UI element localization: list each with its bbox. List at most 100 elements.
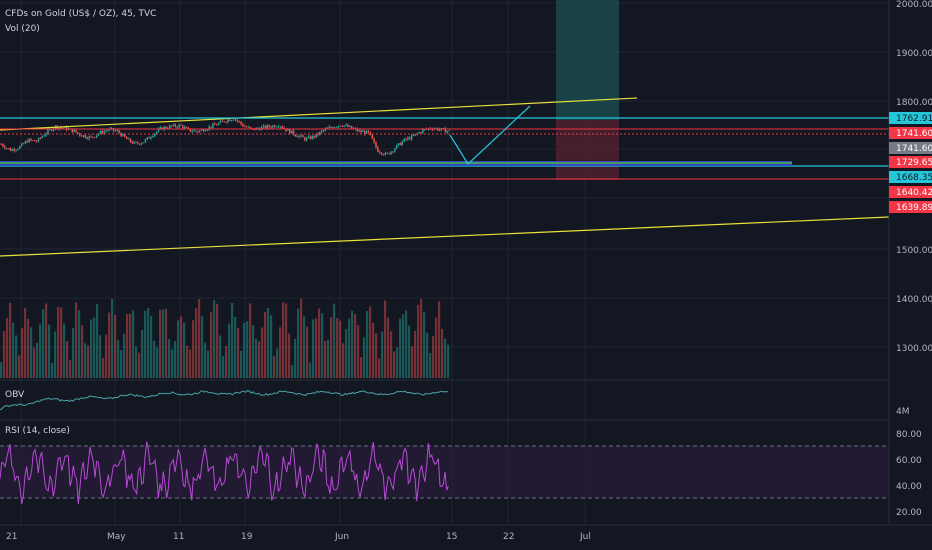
volume-bar (183, 322, 186, 378)
time-tick: Jul (579, 532, 591, 542)
candle-body (236, 119, 239, 121)
candle-body (45, 133, 47, 136)
time-tick: 21 (6, 532, 17, 542)
volume-bars (0, 298, 450, 378)
volume-bar (441, 328, 444, 378)
volume-bar (393, 351, 396, 378)
candle-body (375, 142, 377, 148)
volume-bar (84, 343, 87, 378)
volume-bar (282, 302, 285, 378)
candle-body (22, 143, 25, 145)
candle-body (202, 129, 205, 132)
volume-bar (165, 308, 168, 378)
candle-body (189, 128, 192, 132)
obv-axis-tick: 4M (896, 407, 910, 417)
candle-body (257, 127, 259, 129)
symbol-title[interactable]: CFDs on Gold (US$ / OZ), 45, TVC (5, 9, 156, 19)
volume-bar (243, 322, 246, 378)
candle-body (94, 137, 96, 138)
price-tags: 1762.91 1741.60 1741.60 1729.65 1668.35 … (889, 112, 932, 213)
price-tick: 1800.00 (896, 98, 932, 108)
candle-body (289, 128, 291, 134)
candle-body (422, 129, 424, 133)
volume-bar (135, 346, 138, 378)
volume-bar (69, 359, 72, 378)
candle-body (328, 126, 330, 129)
candle-body (79, 133, 81, 136)
volume-bar (72, 328, 75, 378)
volume-bar (276, 348, 279, 378)
price-tag-bg (889, 112, 932, 124)
volume-bar (60, 307, 63, 378)
candle-body (204, 130, 207, 132)
rsi-axis-tick: 20.00 (896, 508, 922, 518)
rsi-axis-tick: 60.00 (896, 456, 922, 466)
volume-bar (255, 338, 258, 378)
candle-body (39, 137, 42, 139)
chart-drawings[interactable] (0, 97, 890, 257)
volume-bar (195, 308, 198, 378)
candle-body (227, 119, 229, 123)
candle-body (358, 130, 360, 132)
volume-bar (147, 308, 150, 378)
candle-body (360, 130, 362, 133)
candle-body (332, 127, 334, 129)
volume-bar (390, 331, 393, 378)
volume-bar (33, 347, 36, 378)
candle-body (172, 124, 175, 127)
volume-bar (408, 325, 411, 378)
volume-label[interactable]: Vol (20) (5, 24, 40, 34)
price-tag: 1668.35 (896, 173, 932, 183)
candle-body (365, 130, 368, 134)
candle-body (169, 125, 171, 129)
volume-bar (363, 337, 366, 378)
volume-bar (129, 313, 132, 378)
candle-body (300, 135, 302, 137)
stop-zone[interactable] (556, 120, 619, 180)
price-tag: 1741.60 (896, 144, 932, 154)
candle-body (230, 120, 233, 122)
volume-bar (123, 333, 126, 378)
candle-body (298, 136, 300, 138)
obv-pane[interactable]: OBV (0, 379, 889, 411)
candle-body (148, 137, 150, 139)
candle-body (287, 128, 289, 131)
candle-body (442, 128, 445, 129)
candle-body (337, 125, 340, 127)
volume-bar (156, 347, 159, 378)
volume-bar (231, 302, 234, 378)
candle-body (335, 126, 338, 128)
candle-body (217, 122, 220, 126)
candle-body (135, 141, 137, 143)
price-tag: 1729.65 (896, 158, 932, 168)
volume-bar (51, 363, 54, 378)
volume-bar (360, 357, 363, 378)
candle-body (97, 133, 100, 136)
candle-body (238, 120, 240, 122)
volume-bar (270, 315, 273, 378)
candle-body (122, 134, 124, 137)
candle-body (131, 141, 134, 144)
price-axis[interactable]: 2000.00 1900.00 1800.00 1500.00 1400.00 … (0, 0, 932, 526)
candle-body (418, 132, 420, 134)
volume-bar (21, 328, 24, 378)
candle-body (322, 130, 325, 132)
volume-bar (144, 310, 147, 378)
candle-body (313, 135, 315, 138)
candle-body (187, 127, 190, 129)
candle-body (262, 125, 265, 128)
volume-bar (150, 316, 153, 378)
volume-bar (417, 304, 420, 378)
volume-bar (240, 350, 243, 378)
candle-body (219, 120, 222, 123)
candle-body (144, 139, 147, 143)
candle-body (62, 127, 64, 129)
volume-bar (297, 308, 300, 378)
rsi-pane[interactable]: RSI (14, close) (0, 419, 889, 505)
volume-bar (108, 312, 111, 378)
candle-body (215, 124, 218, 126)
volume-bar (207, 350, 210, 378)
time-axis[interactable]: 21 May 11 19 Jun 15 22 Jul (6, 532, 591, 542)
time-tick: 22 (503, 532, 514, 542)
